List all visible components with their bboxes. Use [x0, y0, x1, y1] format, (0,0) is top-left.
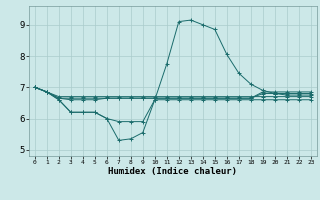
X-axis label: Humidex (Indice chaleur): Humidex (Indice chaleur) [108, 167, 237, 176]
